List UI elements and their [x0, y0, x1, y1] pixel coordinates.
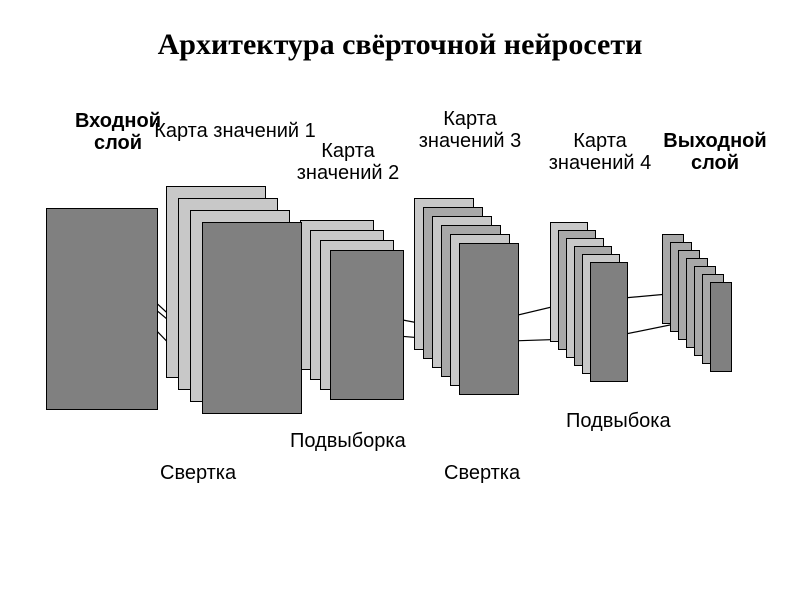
- label-fm1: Карта значений 1: [150, 120, 320, 142]
- label-fm3: Карта значений 3: [410, 108, 530, 152]
- diagram-stage: Входной слойКарта значений 1Карта значен…: [0, 90, 800, 550]
- feature-maps-2-slab-3: [330, 250, 404, 400]
- label-fm2: Карта значений 2: [288, 140, 408, 184]
- page-title: Архитектура свёрточной нейросети: [0, 28, 800, 62]
- output-layer-slab-6: [710, 282, 732, 372]
- feature-maps-3-slab-5: [459, 243, 519, 395]
- feature-maps-4-slab-5: [590, 262, 628, 382]
- feature-maps-1-slab-3: [202, 222, 302, 414]
- label-conv1: Свертка: [160, 462, 236, 484]
- input-layer-slab-0: [46, 208, 158, 410]
- label-sub2: Подвыбока: [566, 410, 671, 432]
- label-sub1: Подвыборка: [290, 430, 406, 452]
- label-fm4: Карта значений 4: [540, 130, 660, 174]
- label-output: Выходной слой: [650, 130, 780, 174]
- label-conv2: Свертка: [444, 462, 520, 484]
